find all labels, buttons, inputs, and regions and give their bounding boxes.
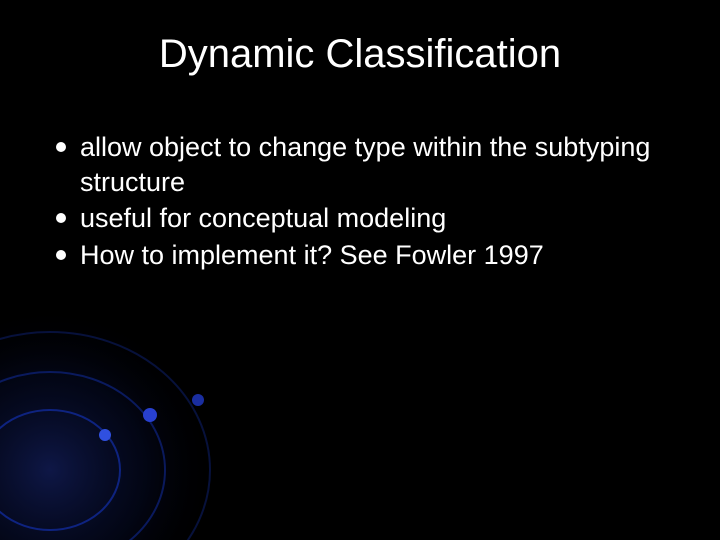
bullet-item: How to implement it? See Fowler 1997 <box>52 238 668 273</box>
bullet-item: allow object to change type within the s… <box>52 130 668 199</box>
orbit-decoration <box>0 240 280 540</box>
bullet-item: useful for conceptual modeling <box>52 201 668 236</box>
bullet-list: allow object to change type within the s… <box>52 130 668 274</box>
slide: Dynamic Classification allow object to c… <box>0 0 720 540</box>
slide-title: Dynamic Classification <box>0 32 720 77</box>
